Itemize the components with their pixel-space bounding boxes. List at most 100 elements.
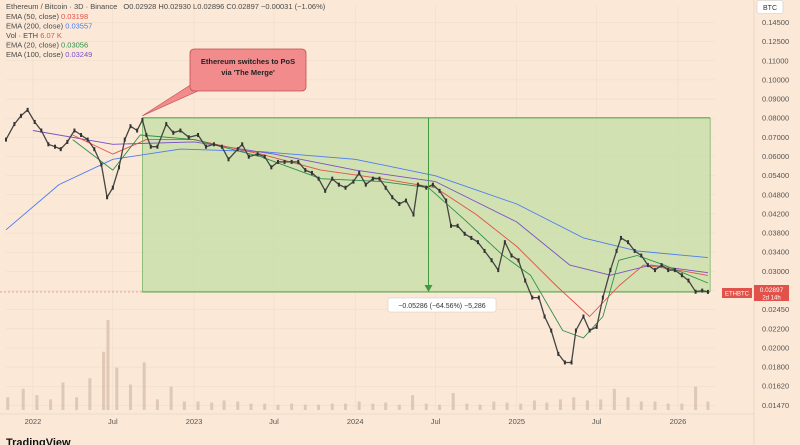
y-tick-label[interactable]: 0.03400 xyxy=(762,248,789,257)
price-point xyxy=(263,154,266,159)
price-tag-countdown: 2d 14h xyxy=(762,296,780,302)
legend[interactable]: Ethereum / Bitcoin · 3D · Binance O0.029… xyxy=(6,2,326,59)
legend-ema-20[interactable]: EMA (20, close) 0.03056 xyxy=(6,41,88,50)
legend-ema-200[interactable]: EMA (200, close) 0.03557 xyxy=(6,22,92,31)
price-point xyxy=(276,159,279,164)
y-tick-label[interactable]: 0.02000 xyxy=(762,343,789,352)
y-tick-label[interactable]: 0.01800 xyxy=(762,363,789,372)
legend-symbol[interactable]: Ethereum / Bitcoin · 3D · Binance O0.029… xyxy=(6,2,326,11)
price-point xyxy=(331,176,334,181)
merge-callout[interactable]: Ethereum switches to PoS via 'The Merge' xyxy=(189,48,307,92)
volume-bar xyxy=(384,402,388,410)
price-point xyxy=(667,268,670,273)
currency-button[interactable]: BTC xyxy=(756,0,784,14)
y-axis[interactable]: 0.14500 0.12500 0.11000 0.10000 0.09000 0.080… xyxy=(753,0,789,445)
measure-label[interactable]: −0.05286 (−64.56%) −5,286 xyxy=(387,297,497,313)
volume-bar xyxy=(88,378,92,410)
volume-bars xyxy=(6,320,710,410)
y-tick-label[interactable]: 0.04800 xyxy=(762,190,789,199)
y-tick-label[interactable]: 0.01470 xyxy=(762,401,789,410)
price-point xyxy=(412,212,415,217)
x-tick-label[interactable]: 2024 xyxy=(347,417,364,426)
volume-bar xyxy=(49,399,53,410)
y-tick-label[interactable]: 0.03000 xyxy=(762,267,789,276)
price-point xyxy=(384,185,387,190)
currency-button-label[interactable]: BTC xyxy=(763,5,777,12)
legend-volume[interactable]: Vol · ETH 6.07 K xyxy=(6,31,62,40)
merge-callout-line2: via 'The Merge' xyxy=(221,68,275,77)
volume-bar xyxy=(249,403,253,410)
x-tick-label[interactable]: Jul xyxy=(592,417,602,426)
price-point xyxy=(149,144,152,149)
x-tick-label[interactable]: Jul xyxy=(431,417,441,426)
legend-ema-50[interactable]: EMA (50, close) 0.03198 xyxy=(6,12,88,21)
price-point xyxy=(352,179,355,184)
price-line xyxy=(5,109,709,364)
x-tick-label[interactable]: Jul xyxy=(108,417,118,426)
y-tick-label[interactable]: 0.09000 xyxy=(762,95,789,104)
x-axis[interactable]: 2022 Jul 2023 Jul 2024 Jul 2025 Jul 2026 xyxy=(0,413,754,426)
volume-bar xyxy=(478,404,482,410)
brand-text: TradingView xyxy=(6,437,71,445)
volume-bar xyxy=(210,402,214,410)
volume-bar xyxy=(424,403,428,410)
y-tick-label[interactable]: 0.03800 xyxy=(762,229,789,238)
x-tick-label[interactable]: 2022 xyxy=(25,417,42,426)
price-point xyxy=(156,144,159,149)
y-tick-label[interactable]: 0.14500 xyxy=(762,18,789,27)
price-point xyxy=(270,165,273,170)
x-tick-label[interactable]: Jul xyxy=(269,417,279,426)
y-tick-label[interactable]: 0.01620 xyxy=(762,382,789,391)
y-tick-label[interactable]: 0.12500 xyxy=(762,37,789,46)
y-tick-label[interactable]: 0.07000 xyxy=(762,133,789,142)
y-tick-label[interactable]: 0.06000 xyxy=(762,152,789,161)
volume-bar xyxy=(626,397,630,410)
price-point xyxy=(290,159,293,164)
legend-ema-100[interactable]: EMA (100, close) 0.03249 xyxy=(6,50,92,59)
x-tick-label[interactable]: 2026 xyxy=(670,417,687,426)
volume-bar xyxy=(397,404,401,410)
y-tick-label[interactable]: 0.11000 xyxy=(762,56,789,65)
price-point xyxy=(456,223,459,228)
y-tick-label[interactable]: 0.05400 xyxy=(762,171,789,180)
y-tick-label[interactable]: 0.08000 xyxy=(762,114,789,123)
price-point xyxy=(40,128,43,133)
tradingview-logo[interactable]: TradingView xyxy=(6,437,71,445)
volume-bar xyxy=(706,401,710,410)
price-tag[interactable]: ETHBTC 0.02897 2d 14h xyxy=(722,285,789,302)
x-tick-label[interactable]: 2023 xyxy=(186,417,203,426)
price-point xyxy=(550,328,553,333)
volume-bar xyxy=(694,386,698,410)
volume-bar xyxy=(532,400,536,410)
y-tick-label[interactable]: 0.04200 xyxy=(762,209,789,218)
price-point xyxy=(141,117,144,122)
price-point xyxy=(324,188,327,193)
volume-bar xyxy=(142,362,146,410)
price-point xyxy=(145,133,148,138)
volume-bar xyxy=(572,397,576,410)
price-point xyxy=(416,182,419,187)
price-point xyxy=(26,107,29,112)
price-point xyxy=(86,137,89,142)
price-point xyxy=(595,324,598,329)
volume-bar xyxy=(653,401,657,410)
price-point xyxy=(204,144,207,149)
volume-bar xyxy=(317,404,321,410)
x-tick-label[interactable]: 2025 xyxy=(508,417,525,426)
volume-bar xyxy=(6,397,10,410)
volume-bar xyxy=(75,397,79,410)
price-point xyxy=(574,328,577,333)
volume-bar xyxy=(558,399,562,410)
volume-bar xyxy=(451,393,455,410)
price-point xyxy=(129,124,132,129)
price-point xyxy=(33,119,36,124)
price-point xyxy=(627,240,630,245)
y-tick-label[interactable]: 0.02450 xyxy=(762,305,789,314)
volume-bar xyxy=(330,403,334,410)
volume-bar xyxy=(222,400,226,410)
y-tick-label[interactable]: 0.10000 xyxy=(762,75,789,84)
y-tick-label[interactable]: 0.02200 xyxy=(762,324,789,333)
volume-bar xyxy=(465,403,469,410)
volume-bar xyxy=(612,388,616,410)
